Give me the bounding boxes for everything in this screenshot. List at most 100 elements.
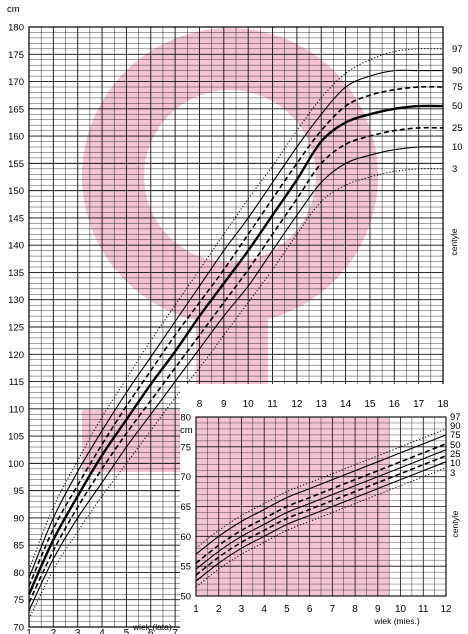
x-tick-label-17: 17	[413, 399, 425, 410]
y-tick-label-135: 135	[8, 268, 24, 279]
y-tick-label-110: 110	[9, 404, 24, 415]
centile-label-75: 75	[452, 82, 463, 93]
inset-x-tick-label-11: 11	[418, 604, 429, 615]
inset-x-tick-label-10: 10	[395, 604, 407, 615]
centile-label-90: 90	[452, 66, 463, 77]
x-tick-label-13: 13	[316, 399, 328, 410]
y-tick-label-140: 140	[8, 241, 24, 252]
x-tick-label-2: 2	[51, 628, 57, 634]
inset-x-tick-label-2: 2	[216, 604, 222, 615]
inset-centile-label-97: 97	[450, 412, 461, 423]
y-tick-label-145: 145	[8, 213, 24, 224]
x-tick-label-7: 7	[172, 628, 178, 634]
inset-x-tick-label-8: 8	[352, 604, 358, 615]
y-tick-label-170: 170	[8, 77, 24, 88]
inset-centyle-axis-label: centyle	[450, 510, 460, 537]
inset-centile-label-50: 50	[450, 440, 461, 451]
inset-centile-line-90	[195, 434, 447, 555]
x-tick-label-9: 9	[221, 399, 227, 410]
inset-x-tick-label-5: 5	[284, 604, 290, 615]
watermark-ring-inner	[144, 90, 316, 262]
x-tick-label-1: 1	[26, 628, 32, 634]
y-tick-label-180: 180	[8, 23, 24, 34]
y-tick-label-165: 165	[8, 104, 24, 115]
inset-y-tick-label-55: 55	[180, 562, 191, 573]
inset-x-tick-label-6: 6	[307, 604, 313, 615]
inset-x-tick-label-12: 12	[440, 604, 452, 615]
x-tick-label-18: 18	[437, 399, 449, 410]
inset-centile-label-75: 75	[450, 430, 461, 441]
centile-label-25: 25	[452, 123, 463, 134]
y-tick-label-160: 160	[8, 132, 24, 143]
centile-line-75	[28, 85, 444, 587]
inset-grid	[195, 416, 447, 597]
y-tick-label-90: 90	[13, 513, 24, 524]
centile-label-97: 97	[452, 44, 463, 55]
inset-x-tick-label-3: 3	[239, 604, 245, 615]
y-tick-label-105: 105	[8, 432, 24, 443]
inset-y-tick-label-75: 75	[180, 442, 191, 453]
x-tick-label-12: 12	[291, 399, 303, 410]
x-tick-label-5: 5	[124, 628, 130, 634]
centile-label-10: 10	[452, 142, 463, 153]
x-tick-label-11: 11	[267, 399, 278, 410]
x-tick-label-15: 15	[364, 399, 376, 410]
inset-frame	[195, 416, 447, 597]
inset-x-tick-label-9: 9	[375, 604, 381, 615]
x-tick-label-8: 8	[197, 399, 203, 410]
centile-line-10	[28, 146, 444, 611]
inset-centile-label-25: 25	[450, 449, 461, 460]
y-tick-label-115: 115	[9, 377, 24, 388]
x-tick-label-4: 4	[99, 628, 105, 634]
inset-centile-line-3	[195, 467, 447, 588]
centile-line-25	[28, 126, 444, 603]
y-axis-label: cm	[7, 4, 20, 15]
y-tick-label-75: 75	[13, 595, 24, 606]
inset-y-tick-label-50: 50	[180, 592, 191, 603]
y-tick-label-175: 175	[8, 50, 24, 61]
inset-centile-label-10: 10	[450, 458, 461, 469]
centyle-axis-label: centyle	[449, 228, 459, 255]
x-tick-label-10: 10	[243, 399, 255, 410]
inset-x-axis-label: wiek (mies.)	[373, 616, 420, 626]
inset-centile-label-3: 3	[450, 468, 455, 479]
inset-centile-line-75	[195, 443, 447, 564]
y-tick-label-95: 95	[13, 486, 24, 497]
centile-line-97	[28, 48, 444, 570]
y-tick-label-155: 155	[8, 159, 24, 170]
y-tick-label-100: 100	[8, 459, 24, 470]
y-tick-label-120: 120	[8, 350, 24, 361]
inset-series	[195, 428, 447, 588]
centile-label-50: 50	[452, 101, 463, 112]
inset-centile-line-97	[195, 428, 447, 549]
centile-line-90	[28, 69, 443, 579]
x-tick-label-14: 14	[340, 399, 352, 410]
inset-centile-line-10	[195, 461, 447, 582]
centile-line-50	[27, 104, 444, 595]
inset-centile-line-50	[195, 449, 447, 570]
y-tick-label-130: 130	[8, 295, 24, 306]
inset-centile-line-25	[195, 455, 447, 576]
y-tick-label-125: 125	[8, 323, 24, 334]
x-tick-label-6: 6	[148, 628, 154, 634]
inset-x-tick-label-4: 4	[261, 604, 267, 615]
inset-y-axis-label: cm	[180, 425, 193, 436]
centile-label-3: 3	[452, 164, 457, 175]
y-tick-label-80: 80	[13, 568, 24, 579]
main-series	[27, 48, 444, 620]
inset-y-tick-label-60: 60	[180, 532, 191, 543]
inset-y-tick-label-70: 70	[180, 472, 191, 483]
inset-plot	[180, 384, 468, 634]
x-tick-label-3: 3	[75, 628, 81, 634]
inset-x-tick-label-1: 1	[193, 604, 199, 615]
inset-y-tick-label-65: 65	[180, 502, 191, 513]
y-tick-label-85: 85	[13, 541, 24, 552]
x-tick-label-16: 16	[389, 399, 401, 410]
x-axis-label: wiek (lata)	[132, 622, 172, 632]
y-tick-label-150: 150	[8, 186, 24, 197]
inset-x-tick-label-7: 7	[330, 604, 336, 615]
inset-y-tick-label-80: 80	[180, 413, 191, 424]
inset-centile-label-90: 90	[450, 421, 461, 432]
